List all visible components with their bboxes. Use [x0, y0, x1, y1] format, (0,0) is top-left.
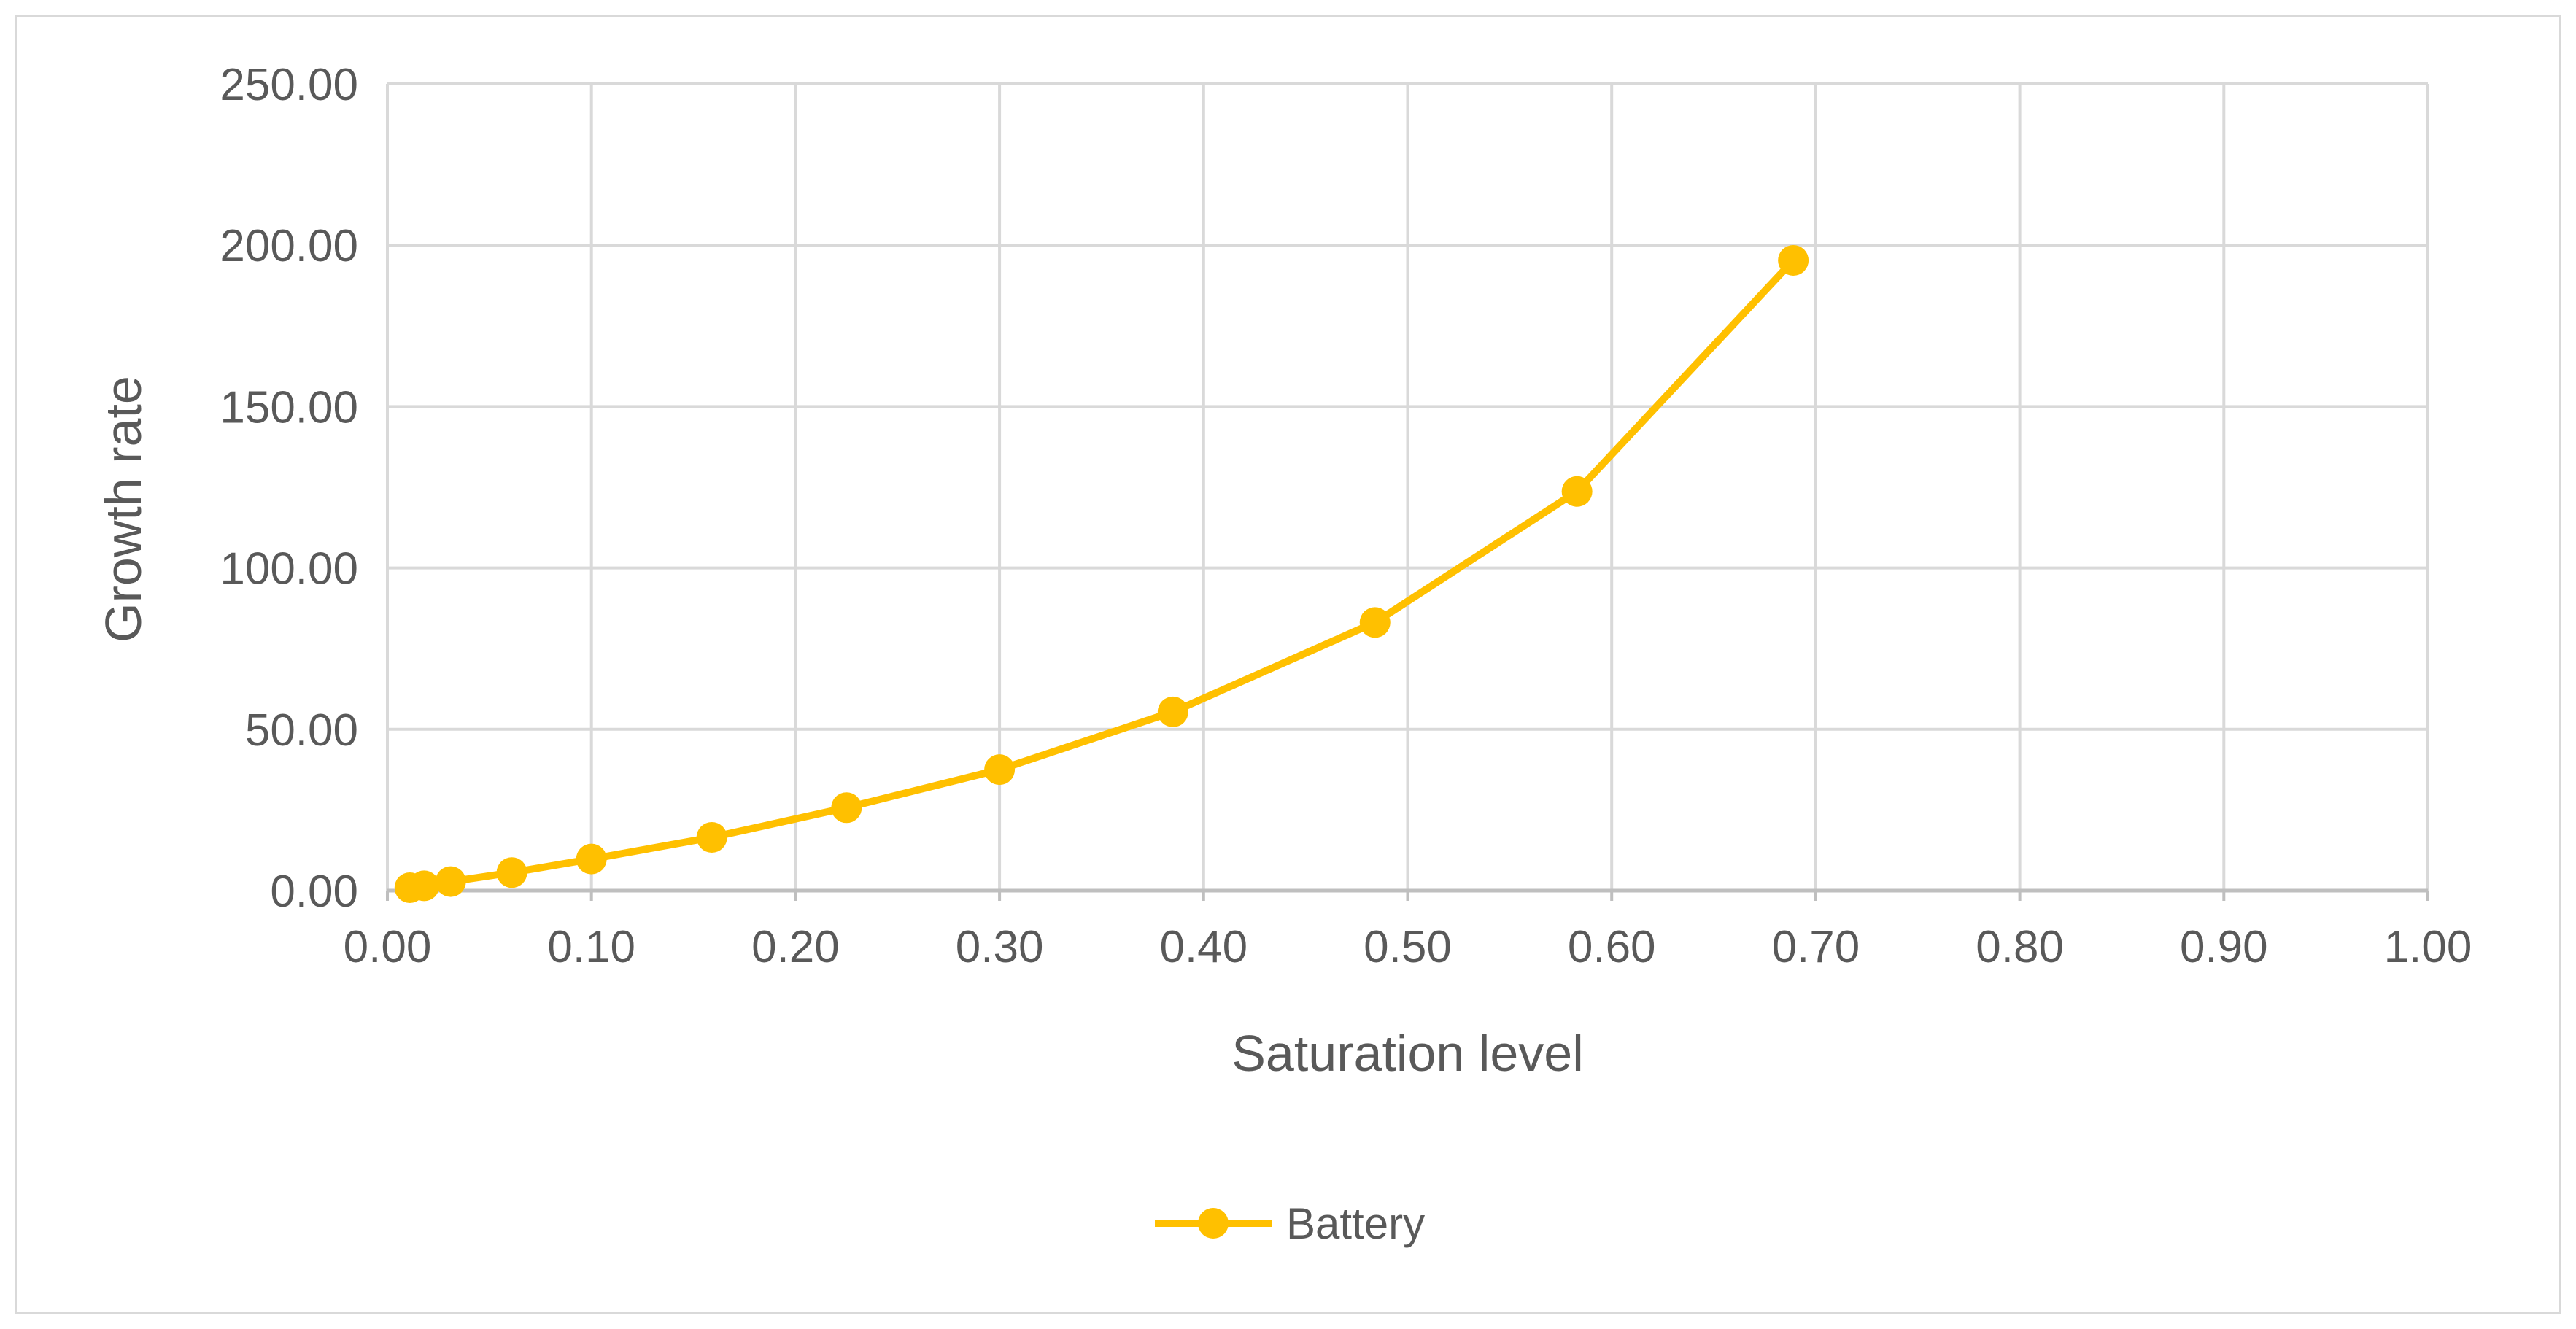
x-tick-label: 0.60 [1568, 922, 1656, 972]
x-axis-title: Saturation level [1231, 1025, 1584, 1082]
data-point [1561, 476, 1593, 507]
data-point [1778, 244, 1809, 276]
data-point [409, 870, 440, 902]
x-tick-label: 0.20 [751, 922, 840, 972]
y-tick-label: 250.00 [220, 60, 358, 110]
x-tick-label: 0.30 [956, 922, 1044, 972]
x-tick-label: 0.50 [1364, 922, 1452, 972]
y-tick-label: 50.00 [245, 705, 358, 756]
data-point [1359, 607, 1391, 638]
data-point [831, 792, 862, 824]
x-tick-label: 0.80 [1976, 922, 2064, 972]
axis-layer [386, 888, 2429, 901]
x-tick-label: 0.90 [2180, 922, 2268, 972]
chart-frame: 0.00 50.00 100.00 150.00 200.00 250.00 0.00 0.1… [15, 15, 2561, 1314]
y-tick-label: 200.00 [220, 221, 358, 271]
x-tick-label: 1.00 [2384, 922, 2472, 972]
legend-marker-swatch [1198, 1208, 1229, 1239]
y-tick-label: 100.00 [220, 544, 358, 594]
data-point [696, 822, 727, 853]
data-point [1157, 696, 1188, 727]
tick-label-layer: 0.00 50.00 100.00 150.00 200.00 250.00 0.00 0.1… [220, 60, 2472, 972]
data-point [435, 866, 466, 897]
legend-label-battery: Battery [1286, 1199, 1425, 1248]
data-point [576, 843, 607, 875]
x-tick-label: 0.70 [1772, 922, 1860, 972]
y-tick-label: 0.00 [270, 867, 358, 917]
y-axis-title: Growth rate [95, 376, 152, 643]
x-tick-label: 0.40 [1159, 922, 1248, 972]
data-point [984, 754, 1016, 786]
data-point [496, 857, 527, 888]
x-tick-label: 0.10 [547, 922, 635, 972]
x-tick-label: 0.00 [344, 922, 432, 972]
y-tick-label: 150.00 [220, 382, 358, 433]
legend: Battery [1155, 1199, 1425, 1248]
chart-svg: 0.00 50.00 100.00 150.00 200.00 250.00 0.00 0.1… [95, 60, 2472, 1248]
grid-layer [386, 82, 2429, 891]
series-line-battery [406, 256, 1798, 892]
series-layer [394, 244, 1809, 904]
